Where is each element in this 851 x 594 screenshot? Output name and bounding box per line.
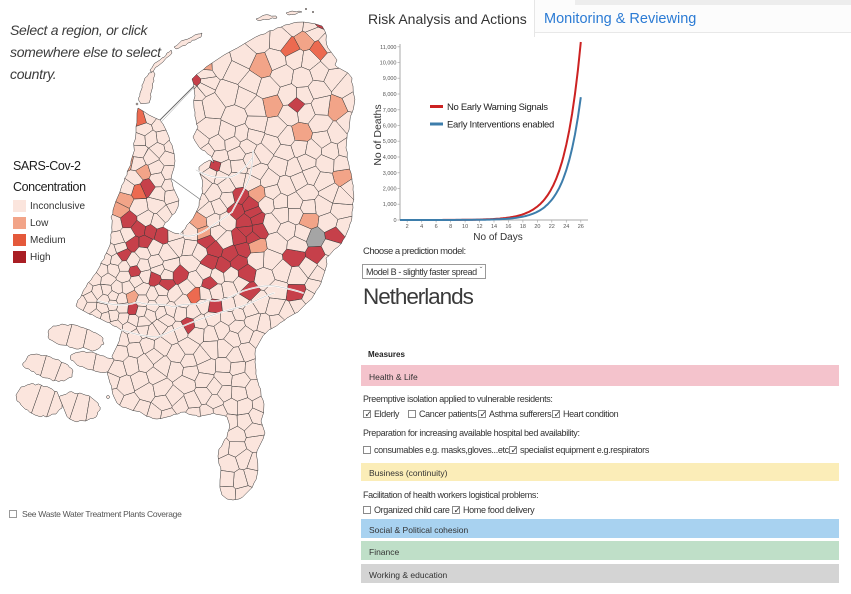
svg-text:6,000: 6,000 bbox=[383, 124, 397, 130]
svg-text:12: 12 bbox=[476, 224, 482, 230]
svg-text:5,000: 5,000 bbox=[383, 139, 397, 145]
svg-text:No of Deaths: No of Deaths bbox=[372, 104, 384, 165]
svg-text:14: 14 bbox=[491, 224, 497, 230]
svg-text:9,000: 9,000 bbox=[383, 76, 397, 82]
svg-text:2: 2 bbox=[406, 224, 409, 230]
svg-text:24: 24 bbox=[563, 224, 569, 230]
svg-text:1,000: 1,000 bbox=[383, 202, 397, 208]
svg-text:0: 0 bbox=[393, 218, 396, 224]
svg-text:11,000: 11,000 bbox=[380, 45, 396, 51]
svg-text:16: 16 bbox=[505, 224, 511, 230]
svg-text:No of Days: No of Days bbox=[473, 232, 522, 243]
svg-text:3,000: 3,000 bbox=[383, 171, 397, 177]
svg-text:8,000: 8,000 bbox=[383, 92, 397, 98]
svg-text:18: 18 bbox=[520, 224, 526, 230]
svg-text:Early Interventions enabled: Early Interventions enabled bbox=[447, 120, 554, 131]
svg-text:4,000: 4,000 bbox=[383, 155, 397, 161]
svg-text:20: 20 bbox=[534, 224, 540, 230]
svg-text:10: 10 bbox=[462, 224, 468, 230]
svg-text:10,000: 10,000 bbox=[380, 61, 397, 67]
svg-text:22: 22 bbox=[549, 224, 555, 230]
svg-text:7,000: 7,000 bbox=[383, 108, 397, 114]
svg-text:No Early Warning Signals: No Early Warning Signals bbox=[447, 102, 548, 113]
svg-text:2,000: 2,000 bbox=[383, 187, 397, 193]
svg-text:6: 6 bbox=[435, 224, 438, 230]
svg-text:4: 4 bbox=[420, 224, 423, 230]
svg-text:8: 8 bbox=[449, 224, 452, 230]
svg-text:26: 26 bbox=[578, 224, 584, 230]
